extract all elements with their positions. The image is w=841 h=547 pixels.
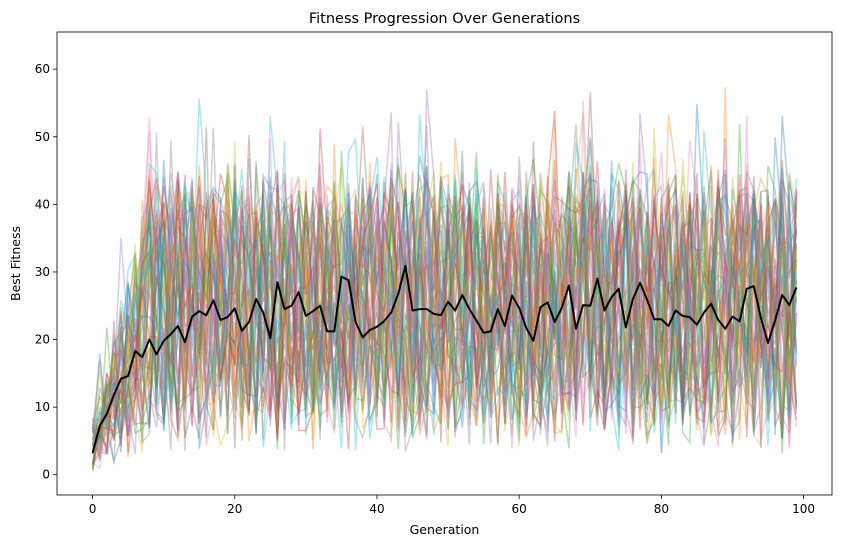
y-tick-label: 30 bbox=[35, 265, 50, 279]
background-run-line bbox=[91, 141, 798, 453]
background-run-line bbox=[91, 128, 798, 470]
background-run-line bbox=[91, 104, 798, 453]
chart-title: Fitness Progression Over Generations bbox=[309, 11, 580, 27]
background-run-line bbox=[92, 110, 798, 440]
background-run-line bbox=[91, 137, 798, 465]
background-run-line bbox=[91, 136, 798, 462]
background-run-line bbox=[91, 169, 798, 464]
y-tick-label: 60 bbox=[35, 62, 50, 76]
x-tick-label: 20 bbox=[227, 502, 242, 516]
background-run-line bbox=[91, 124, 798, 452]
background-run-line bbox=[92, 137, 798, 439]
background-run-line bbox=[91, 140, 798, 448]
background-run-line bbox=[92, 169, 798, 442]
x-axis: 0 20 40 60 80 100 bbox=[89, 495, 815, 516]
background-run-line bbox=[91, 112, 797, 460]
background-run-line bbox=[91, 89, 798, 462]
background-run-line bbox=[91, 155, 798, 464]
background-run-line bbox=[91, 121, 798, 453]
y-tick-label: 0 bbox=[42, 468, 50, 482]
background-run-line bbox=[91, 161, 798, 450]
y-axis-label: Best Fitness bbox=[8, 226, 23, 301]
background-run-line bbox=[91, 160, 798, 452]
background-run-line bbox=[91, 177, 798, 449]
background-run-line bbox=[91, 127, 798, 465]
background-run-line bbox=[91, 138, 798, 455]
x-axis-label: Generation bbox=[410, 522, 480, 537]
background-run-line bbox=[91, 159, 798, 455]
y-tick-label: 40 bbox=[35, 197, 50, 211]
background-run-line bbox=[91, 100, 798, 458]
background-run-line bbox=[92, 162, 798, 447]
background-run-line bbox=[92, 169, 798, 436]
background-run-line bbox=[91, 114, 798, 458]
background-run-line bbox=[91, 87, 798, 467]
background-run-line bbox=[91, 162, 798, 467]
background-run-line bbox=[91, 133, 798, 464]
background-run-line bbox=[91, 124, 798, 472]
background-run-line bbox=[91, 126, 798, 453]
background-run-line bbox=[91, 151, 798, 453]
background-run-line bbox=[91, 125, 798, 449]
background-run-line bbox=[91, 163, 798, 445]
x-tick-label: 100 bbox=[792, 502, 815, 516]
x-tick-label: 60 bbox=[512, 502, 527, 516]
x-tick-label: 80 bbox=[654, 502, 669, 516]
background-run-line bbox=[92, 179, 798, 449]
background-run-line bbox=[91, 111, 798, 448]
x-tick-label: 40 bbox=[369, 502, 384, 516]
best-fitness-series bbox=[91, 264, 798, 454]
background-run-line bbox=[91, 127, 798, 465]
y-tick-label: 10 bbox=[35, 400, 50, 414]
background-run-line bbox=[92, 113, 798, 455]
background-run-line bbox=[91, 130, 798, 459]
best-fitness-line bbox=[91, 264, 798, 454]
background-run-line bbox=[92, 132, 798, 451]
background-run-line bbox=[91, 92, 798, 446]
background-run-line bbox=[91, 98, 798, 451]
background-run-line bbox=[91, 161, 798, 456]
background-run-line bbox=[92, 114, 798, 449]
y-tick-label: 50 bbox=[35, 130, 50, 144]
background-run-line bbox=[91, 116, 798, 447]
y-axis: 0 10 20 30 40 50 60 bbox=[35, 62, 57, 482]
background-run-line bbox=[92, 150, 798, 438]
y-tick-label: 20 bbox=[35, 333, 50, 347]
background-run-line bbox=[91, 137, 798, 456]
background-runs bbox=[91, 87, 798, 472]
x-tick-label: 0 bbox=[89, 502, 97, 516]
background-run-line bbox=[91, 115, 798, 456]
plot-area-frame bbox=[56, 31, 833, 496]
